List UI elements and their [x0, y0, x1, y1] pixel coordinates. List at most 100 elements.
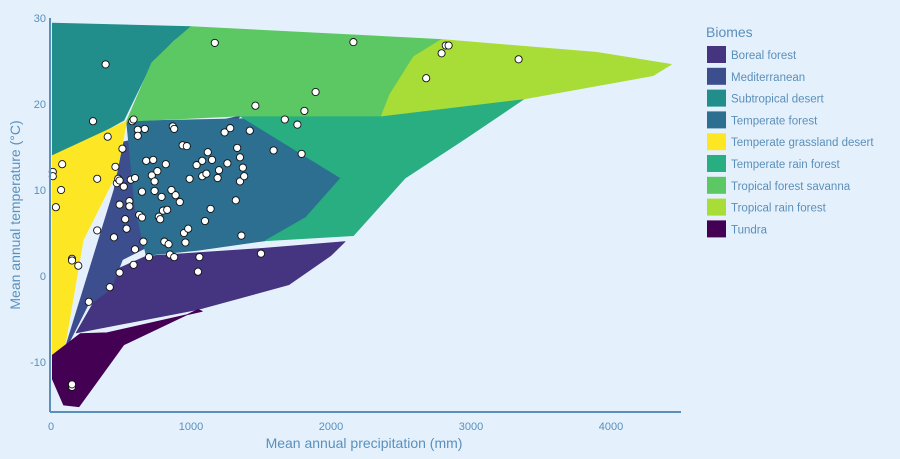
site-point [300, 106, 309, 115]
site-point [349, 38, 358, 47]
biome-region-tundra [52, 309, 203, 408]
site-point [231, 196, 240, 205]
legend-swatch [707, 198, 726, 216]
site-point [111, 162, 120, 171]
site-point [153, 167, 162, 176]
site-point [195, 253, 204, 262]
site-point [437, 49, 446, 58]
legend-item[interactable]: Mediterranean [707, 67, 805, 85]
legend-item[interactable]: Tundra [707, 220, 768, 238]
site-point [88, 117, 98, 126]
site-point [67, 380, 77, 389]
site-point [223, 159, 232, 168]
site-point [210, 38, 219, 47]
site-point [129, 260, 138, 269]
site-point [144, 253, 154, 262]
legend-label: Subtropical desert [731, 94, 824, 106]
site-point [238, 163, 247, 172]
site-point [213, 173, 222, 183]
site-point [164, 240, 173, 249]
legend-item[interactable]: Temperate rain forest [707, 155, 840, 172]
site-point [245, 126, 254, 135]
site-point [184, 224, 193, 233]
y-ticks: -10 0 10 20 30 [30, 13, 46, 369]
legend-swatch [707, 46, 726, 63]
site-point [105, 283, 114, 292]
site-point [121, 215, 130, 224]
legend-item[interactable]: Subtropical desert [707, 89, 824, 107]
site-point [140, 124, 149, 133]
legend-label: Mediterranean [731, 72, 805, 84]
site-point [122, 224, 131, 233]
site-point [93, 174, 102, 183]
site-point [233, 143, 242, 152]
site-point [171, 191, 180, 200]
site-point [51, 203, 60, 212]
site-point [269, 146, 278, 155]
site-point [161, 160, 170, 169]
legend: Biomes Boreal forest Mediterranean Subtrop… [706, 24, 874, 238]
site-point [226, 124, 235, 133]
site-point [67, 256, 77, 265]
site-point [130, 245, 140, 254]
legend-item[interactable]: Temperate forest [707, 111, 818, 129]
site-point [422, 74, 431, 83]
x-ticks: 0 1000 2000 3000 4000 [48, 421, 623, 433]
legend-item[interactable]: Tropical rain forest [707, 198, 827, 216]
site-point [142, 156, 151, 165]
site-point [93, 226, 102, 235]
site-point [251, 101, 260, 110]
x-tick-label: 4000 [599, 421, 623, 433]
legend-item[interactable]: Boreal forest [707, 46, 797, 63]
site-point [206, 204, 215, 213]
site-point [149, 155, 158, 164]
y-axis-title: Mean annual temperature (°C) [7, 120, 23, 309]
site-point [156, 215, 165, 224]
legend-swatch [707, 133, 726, 151]
site-point [220, 128, 229, 137]
site-point [163, 205, 172, 214]
axes [49, 18, 681, 413]
plot-area [52, 22, 672, 408]
site-point [130, 173, 140, 183]
biome-region-boreal-forest [75, 241, 346, 334]
site-point [175, 197, 184, 207]
legend-label: Temperate rain forest [731, 159, 840, 171]
legend-item[interactable]: Temperate grassland desert [707, 133, 874, 151]
site-point [115, 176, 124, 185]
x-tick-label: 3000 [459, 421, 483, 433]
site-point [185, 174, 194, 183]
site-point [170, 253, 179, 262]
site-point [57, 185, 66, 195]
site-point [297, 149, 306, 158]
site-point [237, 231, 246, 240]
legend-swatch [707, 176, 726, 194]
y-tick-label: -10 [30, 357, 46, 369]
site-point [214, 166, 224, 175]
legend-item[interactable]: Tropical forest savanna [707, 176, 851, 194]
legend-label: Tropical forest savanna [731, 181, 851, 193]
site-point [256, 249, 266, 258]
y-tick-label: 10 [34, 185, 46, 197]
site-point [125, 202, 134, 211]
site-point [137, 187, 147, 196]
site-point [58, 160, 67, 169]
legend-swatch [707, 111, 726, 129]
legend-swatch [707, 220, 726, 238]
site-point [192, 161, 201, 170]
site-point [193, 267, 203, 276]
site-point [150, 177, 159, 186]
site-point [157, 192, 166, 201]
site-point [167, 185, 176, 195]
legend-label: Boreal forest [731, 50, 797, 62]
site-point [139, 237, 148, 246]
site-point [200, 216, 210, 226]
y-tick-label: 0 [40, 271, 46, 283]
site-point [119, 182, 128, 191]
site-point [181, 238, 190, 247]
x-tick-label: 2000 [319, 421, 343, 433]
legend-swatch [707, 89, 726, 107]
y-tick-label: 30 [34, 13, 46, 25]
site-point [150, 186, 159, 195]
